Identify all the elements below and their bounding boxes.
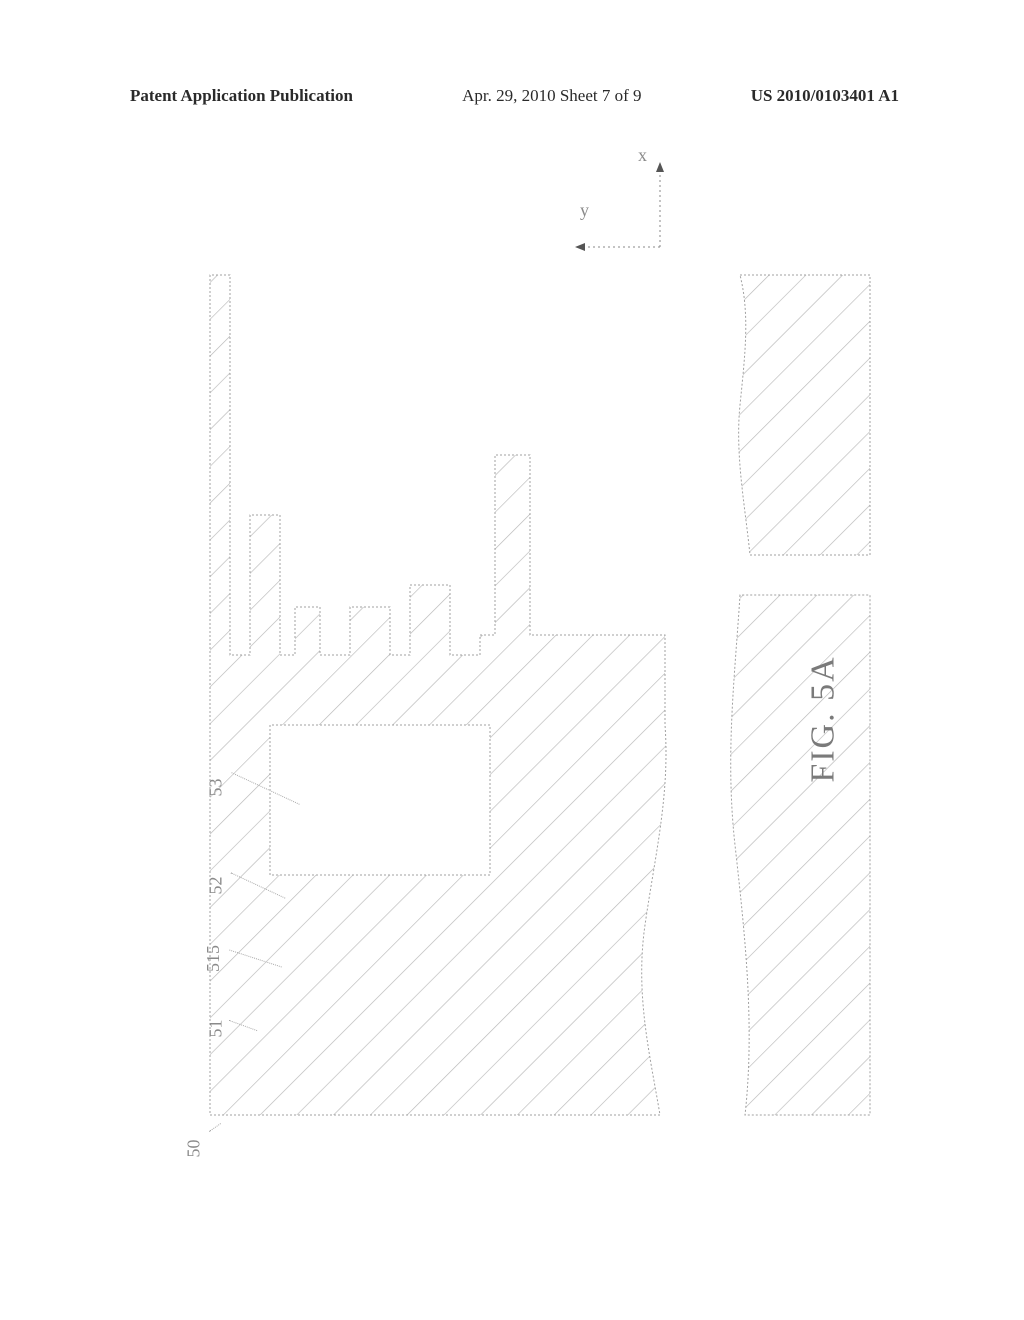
ref-53: 53 [206,779,227,797]
axis-y-label: y [580,200,589,221]
date-sheet: Apr. 29, 2010 Sheet 7 of 9 [462,86,641,106]
ref-515: 515 [203,945,224,972]
figure-5a: x y 50 51 515 52 53 FIG. 5A [0,140,1024,1240]
region-left-block [210,275,666,1115]
region-right-block [739,275,870,555]
region-bottom-left [731,595,870,1115]
patent-drawing [190,155,890,1155]
ref-51: 51 [206,1020,227,1038]
axis-x-label: x [638,145,647,166]
publication-label: Patent Application Publication [130,86,353,106]
ref-52: 52 [206,877,227,895]
page-header: Patent Application Publication Apr. 29, … [0,86,1024,106]
ref-50: 50 [184,1140,205,1158]
figure-label: FIG. 5A [805,655,843,782]
publication-number: US 2010/0103401 A1 [751,86,899,106]
